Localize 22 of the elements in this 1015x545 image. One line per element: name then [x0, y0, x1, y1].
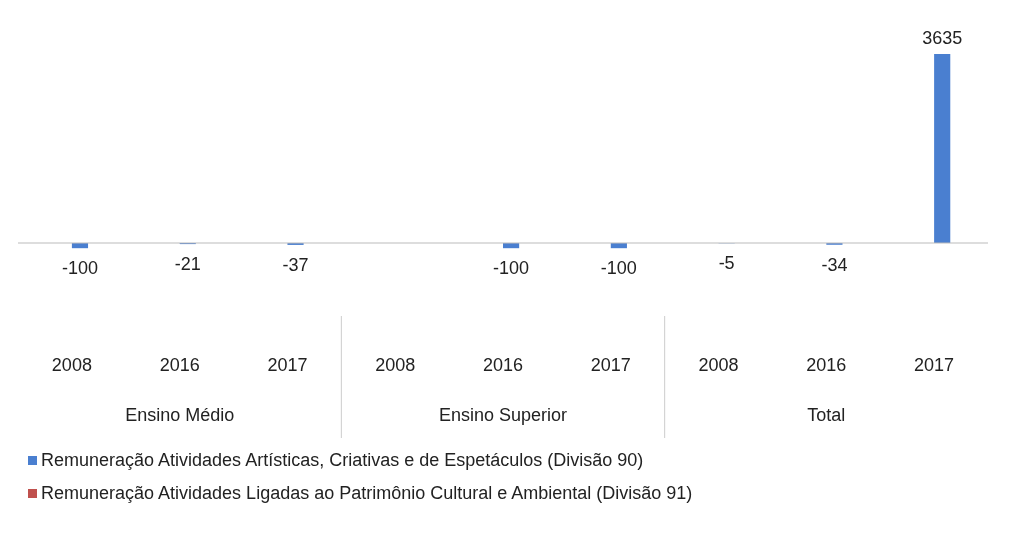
x-tick-label: 2008: [375, 355, 416, 375]
data-label: -100: [600, 258, 637, 279]
data-label: 3635: [922, 27, 963, 48]
text: Ensino Médio: [125, 405, 235, 425]
data-label: -5: [718, 253, 735, 274]
x-tick-label: 2017: [590, 355, 631, 375]
text: Ensino Superior: [438, 405, 568, 425]
x-tick-label: 2017: [914, 355, 955, 375]
data-label: -100: [493, 258, 530, 279]
x-tick-label: 2016: [159, 355, 200, 375]
legend-label: Remuneração Atividades Artísticas, Criativas e de Espetáculos (Divisão 90): [41, 450, 644, 471]
text: Total: [807, 405, 846, 425]
x-tick-label: 2017: [267, 355, 308, 375]
data-label: -37: [282, 254, 309, 275]
data-label: -100: [61, 258, 98, 279]
x-tick-label: 2016: [806, 355, 847, 375]
data-label: -21: [174, 254, 201, 275]
legend-label: Remuneração Atividades Ligadas ao Patrimônio Cultural e Ambiental (Divisão 91): [41, 483, 693, 504]
x-tick-label: 2008: [51, 355, 92, 375]
x-tick-label: 2008: [698, 355, 739, 375]
x-tick-label: 2016: [482, 355, 524, 375]
data-label: -34: [821, 254, 848, 275]
